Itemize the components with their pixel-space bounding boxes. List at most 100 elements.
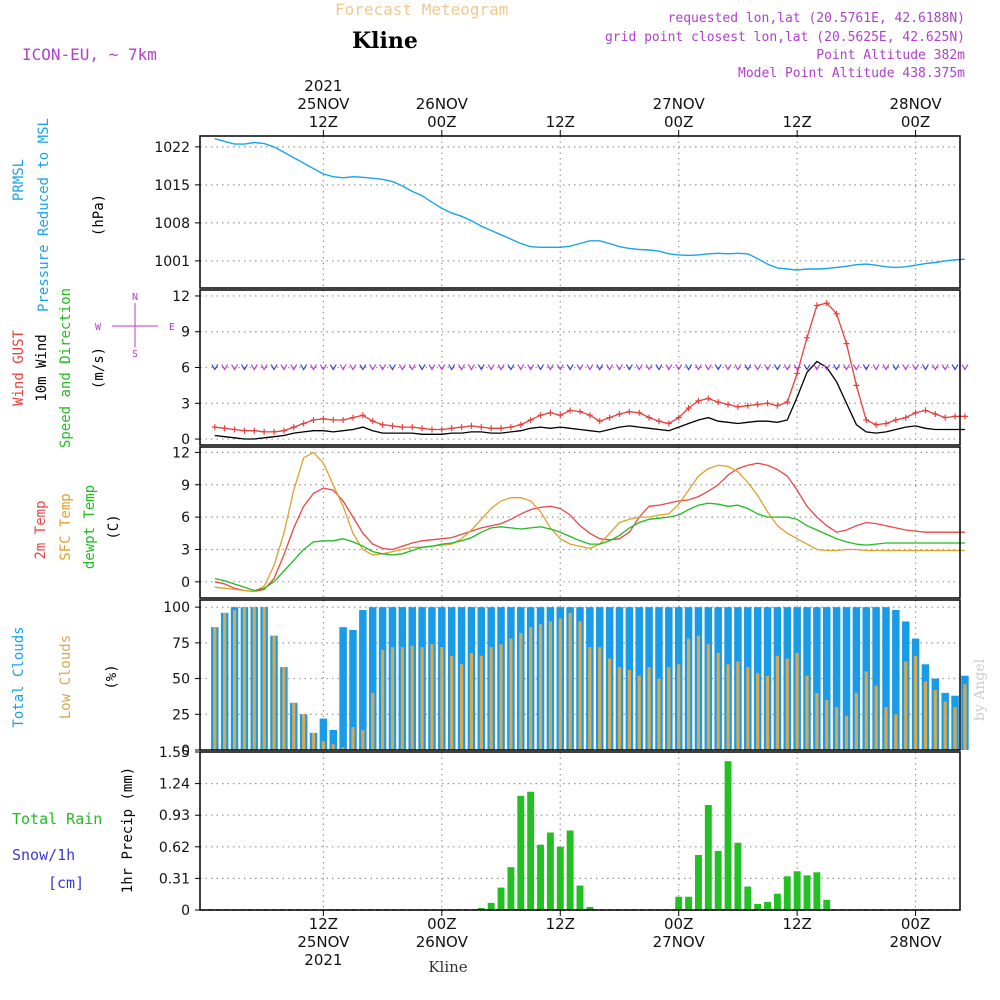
- wind-direction-arrow: [586, 364, 594, 371]
- gust-marker: [330, 416, 337, 423]
- wind-direction-arrow: [852, 364, 860, 371]
- wind-direction-arrow: [665, 364, 673, 371]
- low-clouds-label: Low Clouds: [58, 635, 74, 719]
- low-cloud-bar: [469, 652, 474, 750]
- time-label: 00Z: [901, 915, 930, 933]
- wind-direction-arrow: [675, 364, 683, 371]
- panel-border: [199, 599, 961, 751]
- wind-dir-label: Speed and Direction: [58, 288, 74, 448]
- time-label: 12Z: [546, 915, 575, 933]
- sfc-temp-label: SFC Temp: [58, 493, 74, 560]
- y-tick-label: 6: [181, 510, 190, 526]
- low-cloud-bar: [361, 730, 365, 750]
- wind-direction-arrow: [359, 364, 367, 371]
- wind-direction-arrow: [606, 364, 614, 371]
- low-cloud-bar: [588, 647, 592, 750]
- y-tick-label: 75: [172, 636, 190, 652]
- rain-bar: [744, 886, 752, 910]
- time-label: 12Z: [309, 915, 338, 933]
- wind-direction-arrow: [783, 364, 791, 371]
- compass-s: S: [132, 349, 138, 360]
- rain-bar: [764, 901, 771, 910]
- gust-marker: [932, 411, 939, 417]
- time-label: 27NOV: [653, 95, 706, 113]
- compass-rose-icon: [112, 303, 158, 347]
- gust-marker: [369, 418, 376, 425]
- total-cloud-bar: [832, 607, 841, 750]
- wind-direction-arrow: [734, 364, 742, 371]
- total-cloud-bar: [339, 627, 347, 750]
- wind-direction-arrow: [813, 364, 821, 371]
- gust-marker: [221, 425, 228, 432]
- low-cloud-bar: [608, 658, 612, 750]
- wind-direction-arrow: [329, 364, 337, 371]
- y-tick-label: 1.55: [159, 745, 190, 761]
- low-cloud-bar: [213, 627, 217, 750]
- time-label: 00Z: [427, 915, 456, 933]
- low-cloud-bar: [825, 700, 829, 750]
- wind-direction-arrow: [260, 364, 268, 371]
- gust-marker: [527, 416, 534, 423]
- low-cloud-bar: [795, 652, 799, 750]
- wind-direction-arrow: [912, 364, 920, 371]
- gust-marker: [448, 425, 455, 432]
- time-label: 12Z: [309, 113, 338, 131]
- wind-direction-arrow: [902, 364, 910, 371]
- wind-direction-arrow: [724, 364, 732, 371]
- low-cloud-bar: [489, 647, 493, 750]
- low-cloud-bar: [548, 621, 552, 750]
- low-cloud-bar: [894, 714, 898, 750]
- wind-direction-arrow: [645, 364, 653, 371]
- gust-marker: [685, 405, 692, 412]
- gust-label: Wind GUST: [11, 330, 27, 406]
- rain-bar: [556, 846, 564, 910]
- low-cloud-bar: [716, 652, 720, 750]
- y-tick-label: 0.93: [159, 808, 190, 824]
- gust-marker: [458, 424, 465, 431]
- low-cloud-bar: [696, 635, 701, 750]
- wind-direction-arrow: [694, 364, 702, 371]
- precip-ylabel: 1hr Precip (mm): [120, 767, 136, 893]
- gust-marker: [942, 414, 949, 421]
- gust-marker: [280, 427, 287, 434]
- gust-marker: [498, 425, 505, 432]
- wind-direction-arrow: [231, 364, 239, 371]
- panels: 1001100810151022036912036912025507510000…: [154, 135, 969, 919]
- gust-marker: [557, 412, 564, 419]
- low-cloud-bar: [302, 714, 306, 750]
- low-cloud-bar: [884, 707, 888, 750]
- wind-direction-arrow: [546, 364, 554, 371]
- low-cloud-bar: [509, 638, 513, 750]
- gust-marker: [853, 382, 860, 389]
- gust-marker: [231, 426, 238, 433]
- low-cloud-bar: [726, 664, 730, 750]
- rain-bar: [497, 887, 505, 910]
- low-cloud-bar: [529, 627, 533, 750]
- low-cloud-bar: [578, 621, 582, 750]
- y-tick-label: 25: [172, 707, 190, 723]
- wind-direction-arrow: [418, 364, 426, 371]
- time-label: 2021: [304, 77, 342, 95]
- gust-marker: [705, 395, 712, 402]
- wind-direction-arrow: [240, 364, 248, 371]
- forecast-title: Forecast Meteogram: [335, 0, 508, 19]
- rain-bar: [724, 761, 732, 910]
- gust-marker: [399, 424, 406, 431]
- pressure-label-1: PRMSL: [11, 159, 27, 201]
- wind-direction-arrow: [862, 364, 870, 371]
- low-cloud-bar: [341, 747, 345, 750]
- gust-marker: [517, 421, 524, 428]
- low-cloud-bar: [321, 741, 325, 750]
- time-label: 12Z: [546, 113, 575, 131]
- low-cloud-bar: [242, 607, 246, 750]
- gust-marker: [300, 420, 307, 427]
- wind-direction-arrow: [517, 364, 525, 371]
- low-cloud-bar: [854, 692, 858, 750]
- wind-direction-arrow: [773, 364, 781, 371]
- low-cloud-bar: [756, 672, 760, 750]
- low-cloud-bar: [282, 667, 286, 750]
- gust-marker: [833, 310, 840, 317]
- low-cloud-bar: [351, 727, 355, 750]
- low-cloud-bar: [400, 647, 404, 750]
- dewpt-label: dewpt Temp: [82, 485, 98, 569]
